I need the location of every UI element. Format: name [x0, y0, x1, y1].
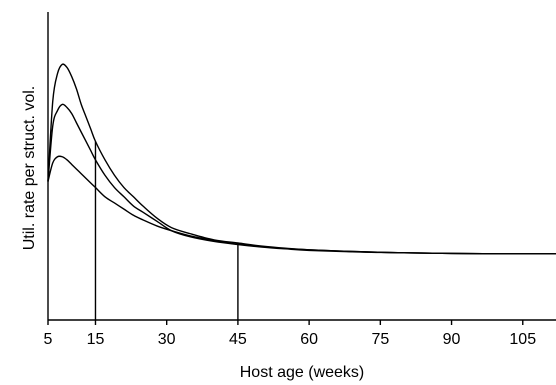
x-tick-label-90: 90: [443, 331, 461, 348]
x-tick-label-5: 5: [44, 331, 53, 348]
x-ticks: 5 15 30 45 60 75 90 105: [44, 320, 536, 348]
series-line-1: [47, 63, 556, 255]
x-tick-label-105: 105: [509, 331, 536, 348]
x-tick-label-30: 30: [158, 331, 176, 348]
x-tick-label-75: 75: [371, 331, 389, 348]
x-axis-label: Host age (weeks): [240, 364, 365, 381]
series-line-3: [47, 155, 556, 255]
y-axis-label: Util. rate per struct. vol.: [21, 86, 38, 251]
vertical-markers: [94, 141, 239, 320]
x-tick-label-60: 60: [300, 331, 318, 348]
series-line-2: [47, 103, 556, 255]
x-tick-label-45: 45: [229, 331, 247, 348]
x-tick-label-15: 15: [87, 331, 105, 348]
series-curves: [47, 63, 556, 255]
